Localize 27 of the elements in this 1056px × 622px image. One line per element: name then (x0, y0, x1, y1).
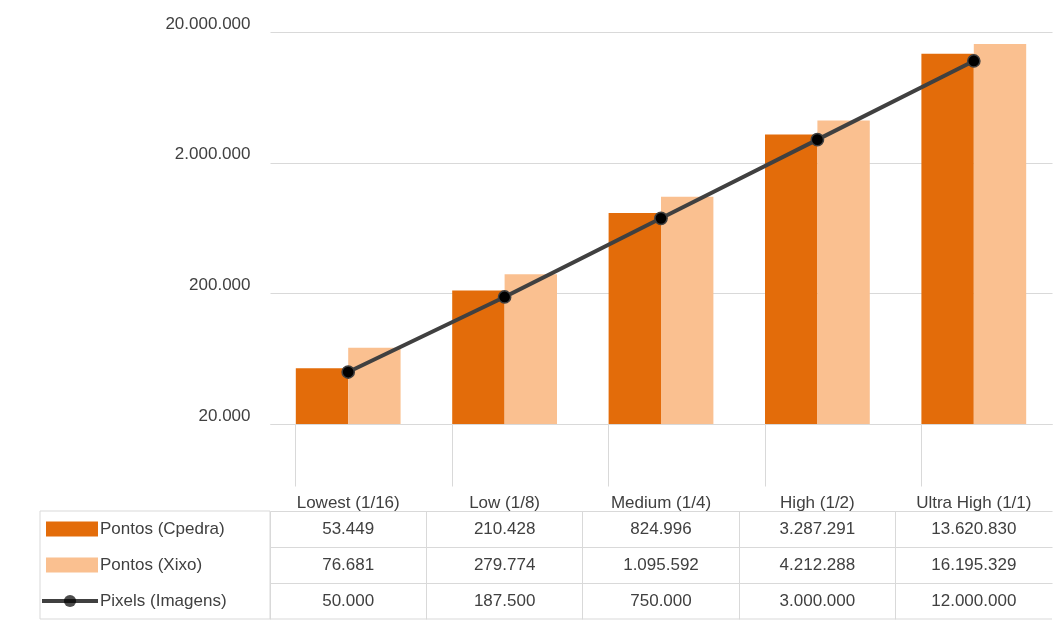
data-label: 3.000.000 (779, 591, 856, 610)
data-label: 50.000 (322, 591, 375, 610)
data-label: 279.774 (473, 555, 536, 574)
y-tick-label: 20.000 (198, 405, 251, 425)
x-tick-label: Lowest (1/16) (296, 492, 400, 512)
data-label: 210.428 (473, 519, 536, 538)
data-label: 16.195.329 (931, 555, 1017, 574)
y-tick-label: 2.000.000 (174, 144, 251, 164)
x-tick-label: High (1/2) (780, 492, 855, 512)
data-label: 824.996 (630, 519, 692, 538)
data-label: 53.449 (322, 519, 375, 538)
y-tick-label: 20.000.000 (165, 13, 251, 33)
data-label: 187.500 (473, 591, 536, 610)
data-label: 13.620.830 (931, 519, 1017, 538)
legend-label: Pontos (Xixo) (100, 555, 203, 574)
data-label: 76.681 (322, 555, 375, 574)
legend-label: Pixels (Imagens) (100, 591, 227, 610)
x-tick-label: Ultra High (1/1) (916, 492, 1032, 512)
data-label: 4.212.288 (779, 555, 856, 574)
data-label: 12.000.000 (931, 591, 1017, 610)
data-label: 1.095.592 (623, 555, 699, 574)
data-label: 750.000 (630, 591, 692, 610)
x-tick-label: Low (1/8) (469, 492, 541, 512)
legend-label: Pontos (Cpedra) (100, 519, 225, 538)
x-tick-label: Medium (1/4) (610, 492, 712, 512)
y-tick-label: 200.000 (189, 274, 251, 294)
data-label: 3.287.291 (779, 519, 856, 538)
